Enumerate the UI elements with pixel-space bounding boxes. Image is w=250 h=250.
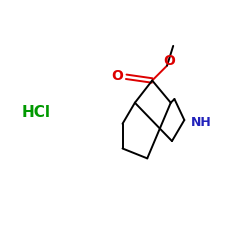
Text: NH: NH: [191, 116, 212, 128]
Text: O: O: [164, 54, 175, 68]
Text: HCl: HCl: [21, 105, 50, 120]
Text: O: O: [112, 68, 124, 82]
